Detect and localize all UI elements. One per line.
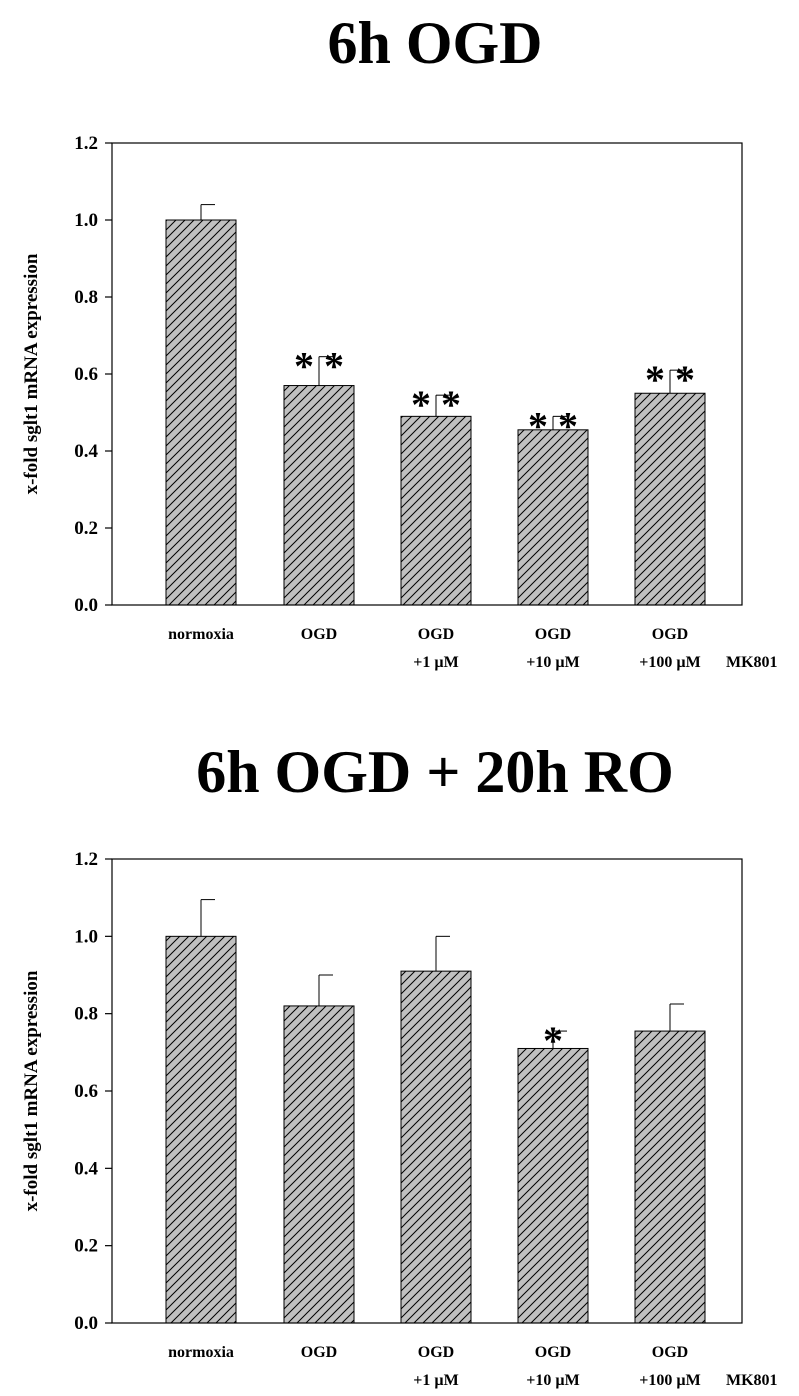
bar xyxy=(165,219,237,606)
bar xyxy=(165,935,237,1324)
bar xyxy=(634,392,706,606)
y-tick-label: 1.0 xyxy=(74,926,98,947)
category-label: OGD xyxy=(535,626,571,643)
category-label: OGD xyxy=(652,626,688,643)
bar xyxy=(517,1047,589,1324)
chart-6h-ogd: 6h OGD x-fold sglt1 mRNA expression 0.00… xyxy=(21,10,778,671)
bar xyxy=(400,415,472,606)
y-tick-label: 1.0 xyxy=(74,210,98,231)
category-suffix: MK801 xyxy=(726,1372,778,1389)
y-tick-label: 0.8 xyxy=(74,1004,98,1025)
y-tick-label: 0.2 xyxy=(74,1236,98,1257)
category-label: OGD xyxy=(535,1344,571,1361)
chart-title: 6h OGD xyxy=(327,10,542,76)
y-tick-label: 0.0 xyxy=(74,1313,98,1334)
y-tick-label: 0.4 xyxy=(74,441,98,462)
bar xyxy=(283,1005,355,1324)
category-label: OGD xyxy=(418,626,454,643)
category-label: normoxia xyxy=(168,1344,234,1361)
category-label: normoxia xyxy=(168,626,234,643)
bars: * * * * * * * * xyxy=(165,204,706,606)
category-label: OGD xyxy=(301,626,337,643)
significance-marker: * * xyxy=(411,382,461,427)
category-label: OGD xyxy=(418,1344,454,1361)
category-label: +100 µM xyxy=(639,654,700,671)
bar xyxy=(400,970,472,1324)
category-label: +100 µM xyxy=(639,1372,700,1389)
category-label: +1 µM xyxy=(413,1372,458,1389)
plot-frame xyxy=(111,142,743,606)
category-label: +10 µM xyxy=(526,1372,579,1389)
chart-title: 6h OGD + 20h RO xyxy=(196,739,674,805)
category-label: +1 µM xyxy=(413,654,458,671)
significance-marker: * * xyxy=(528,403,578,448)
chart-6h-ogd-20h-ro: 6h OGD + 20h RO x-fold sglt1 mRNA expres… xyxy=(21,739,778,1389)
y-axis: 0.0 0.2 0.4 0.6 0.8 1.0 1.2 xyxy=(74,133,112,616)
y-tick-label: 0.6 xyxy=(74,364,98,385)
significance-marker: * xyxy=(543,1018,563,1063)
x-axis: normoxia OGD OGD +1 µM OGD +10 µM OGD +100 µM xyxy=(168,626,701,671)
category-label: +10 µM xyxy=(526,654,579,671)
bar xyxy=(517,429,589,606)
y-axis-label: x-fold sglt1 mRNA expression xyxy=(21,970,42,1211)
y-tick-label: 0.2 xyxy=(74,518,98,539)
category-label: OGD xyxy=(301,1344,337,1361)
plot-frame xyxy=(111,858,743,1324)
significance-marker: * * xyxy=(294,344,344,389)
x-axis: normoxia OGD OGD +1 µM OGD +10 µM OGD +100 µM xyxy=(168,1344,701,1389)
significance-marker: * * xyxy=(645,357,695,402)
y-tick-label: 0.8 xyxy=(74,287,98,308)
category-label: OGD xyxy=(652,1344,688,1361)
y-tick-label: 1.2 xyxy=(74,133,98,154)
y-axis: 0.0 0.2 0.4 0.6 0.8 1.0 1.2 xyxy=(74,849,112,1334)
category-suffix: MK801 xyxy=(726,654,778,671)
y-tick-label: 0.4 xyxy=(74,1158,98,1179)
bar xyxy=(283,385,355,606)
y-tick-label: 0.6 xyxy=(74,1081,98,1102)
y-axis-label: x-fold sglt1 mRNA expression xyxy=(21,253,42,494)
y-tick-label: 0.0 xyxy=(74,595,98,616)
y-tick-label: 1.2 xyxy=(74,849,98,870)
bar xyxy=(634,1030,706,1324)
bars: * xyxy=(165,899,706,1324)
